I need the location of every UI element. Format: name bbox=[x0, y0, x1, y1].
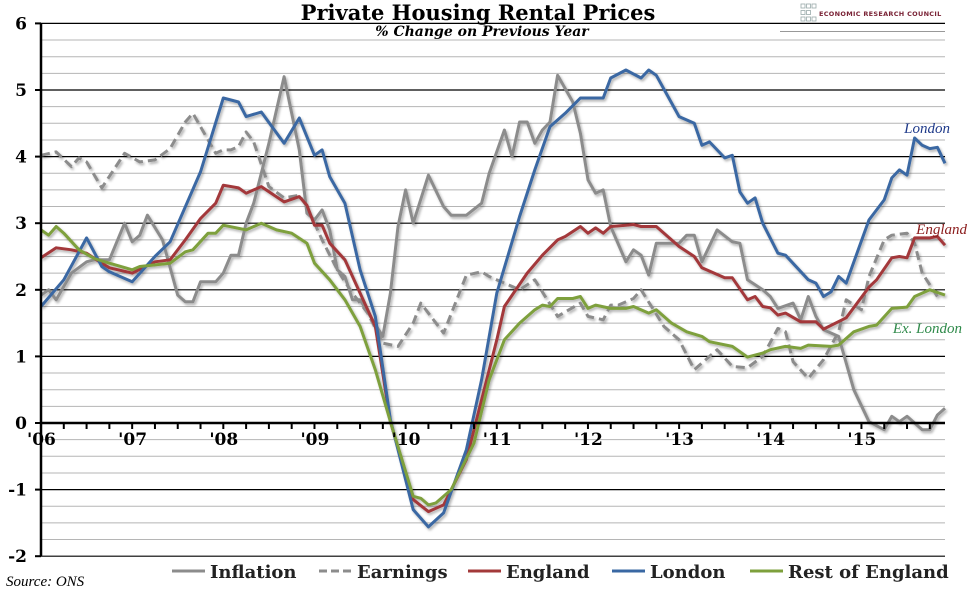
annotation-london: London bbox=[903, 121, 950, 137]
x-tick-label: '13 bbox=[665, 430, 694, 450]
logo-square bbox=[806, 10, 811, 15]
annotation-england: England bbox=[915, 222, 967, 238]
chart-title: Private Housing Rental Prices bbox=[301, 0, 656, 25]
logo-square bbox=[800, 16, 806, 22]
y-tick-label: 2 bbox=[15, 281, 27, 301]
y-tick-label: 5 bbox=[15, 81, 27, 101]
logo-square bbox=[811, 16, 817, 22]
axes bbox=[35, 22, 945, 558]
legend-label: London bbox=[650, 562, 725, 583]
y-tick-label: 4 bbox=[15, 148, 27, 168]
legend-label: Earnings bbox=[357, 562, 448, 583]
x-tick-label: '15 bbox=[847, 430, 876, 450]
series-line-london bbox=[39, 68, 947, 529]
x-tick-label: '10 bbox=[392, 430, 421, 450]
logo-text: ECONOMIC RESEARCH COUNCIL bbox=[819, 10, 942, 18]
legend-label: Rest of England bbox=[788, 562, 949, 583]
series-lines bbox=[39, 68, 947, 529]
y-tick-label: 6 bbox=[15, 14, 27, 34]
legend-label: England bbox=[506, 562, 590, 583]
y-tick-label: 1 bbox=[15, 347, 27, 367]
x-tick-label: '09 bbox=[300, 430, 329, 450]
chart-subtitle: % Change on Previous Year bbox=[375, 24, 590, 40]
x-tick-label: '07 bbox=[118, 430, 147, 450]
x-tick-label: '14 bbox=[756, 430, 785, 450]
x-tick-label: '08 bbox=[209, 430, 238, 450]
logo-squares-icon bbox=[800, 3, 817, 22]
legend: Inflation Earnings England London Rest of En… bbox=[172, 562, 949, 583]
x-tick-label: '11 bbox=[483, 430, 512, 450]
series-line-england bbox=[40, 183, 947, 514]
series-line-inflation bbox=[40, 73, 946, 432]
y-tick-label: 3 bbox=[15, 214, 27, 234]
x-tick-label: '06 bbox=[27, 430, 56, 450]
logo-square bbox=[806, 3, 811, 9]
series-line-rest-of-england bbox=[40, 221, 946, 507]
y-tick-label: -2 bbox=[8, 547, 27, 567]
y-tick-label: 0 bbox=[15, 414, 27, 434]
logo-square bbox=[800, 3, 806, 9]
logo-square bbox=[806, 16, 811, 22]
annotation-rest-of-england: Ex. London bbox=[892, 321, 962, 337]
logo-square bbox=[811, 3, 817, 9]
source-note: Source: ONS bbox=[6, 574, 85, 590]
series-annotations: London England Ex. London bbox=[892, 121, 967, 337]
logo-square bbox=[800, 10, 806, 15]
tick-labels: -2 -1 0 1 2 3 4 5 6 '06 '07 '08 '09 '10 '11 '12 '13 '14 '1… bbox=[8, 14, 876, 567]
erc-logo: ECONOMIC RESEARCH COUNCIL bbox=[780, 3, 945, 32]
legend-label: Inflation bbox=[210, 562, 297, 583]
x-tick-label: '12 bbox=[574, 430, 603, 450]
y-tick-label: -1 bbox=[8, 481, 27, 501]
